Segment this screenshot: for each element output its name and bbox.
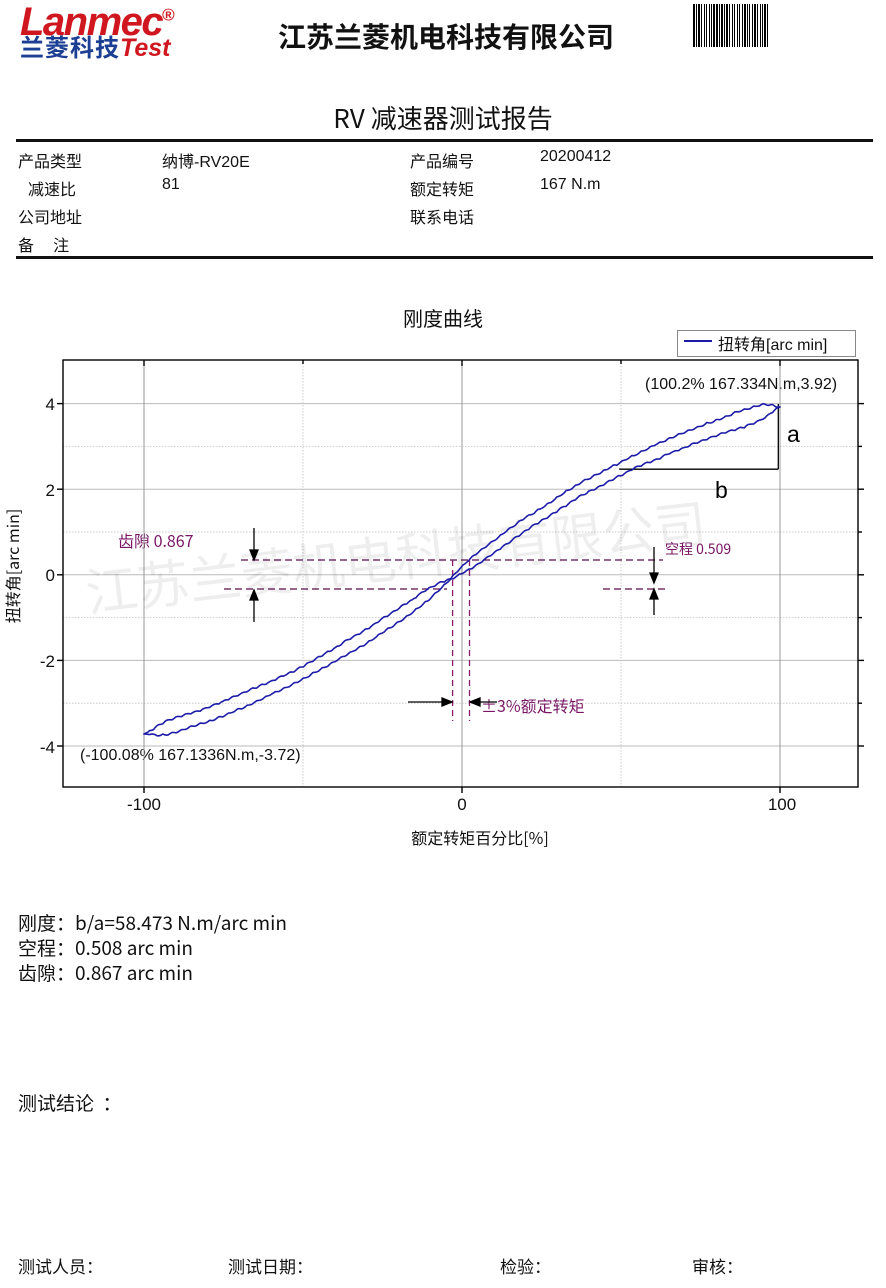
svg-text:a: a (787, 421, 800, 447)
svg-text:b: b (715, 477, 728, 503)
svg-text:江苏兰菱机电科技有限公司: 江苏兰菱机电科技有限公司 (81, 482, 709, 627)
